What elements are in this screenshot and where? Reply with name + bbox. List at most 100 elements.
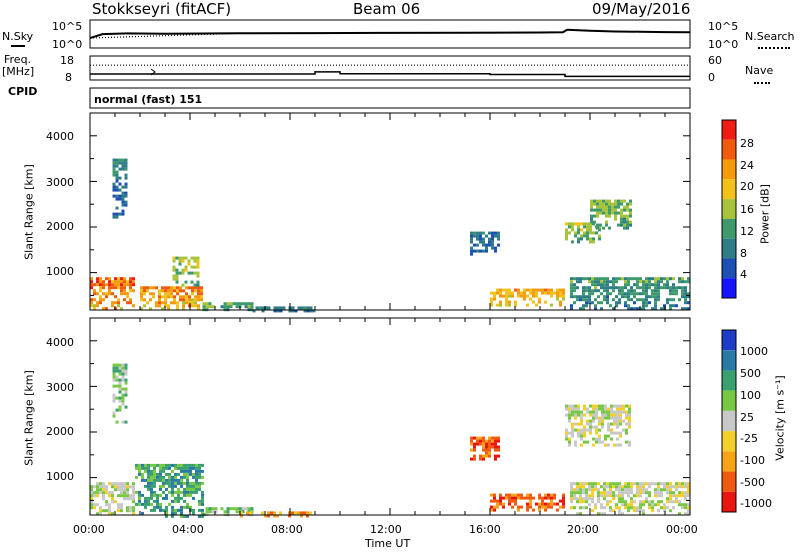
power-cell-cell — [629, 223, 632, 227]
power-cell-cell — [200, 292, 203, 296]
velocity-cell-cell — [273, 511, 276, 515]
velocity-cell-cell — [607, 434, 610, 438]
power-cell-cell — [675, 286, 678, 290]
power-cell-cell — [573, 286, 576, 290]
power-cell-cell — [124, 176, 128, 180]
power-cell-cell — [158, 304, 161, 308]
velocity-cell-cell — [132, 500, 135, 504]
velocity-cell-cell — [526, 496, 529, 500]
velocity-cell-cell — [192, 487, 195, 491]
power-cell-cell — [161, 307, 164, 311]
power-cell-cell — [624, 304, 627, 308]
velocity-cell-cell — [168, 490, 171, 494]
power-cell-cell — [96, 304, 99, 308]
velocity-cell-cell — [180, 478, 183, 482]
power-colorbar-frame — [721, 119, 737, 299]
velocity-cell-cell — [144, 496, 147, 500]
power-cell-cell — [115, 188, 119, 192]
power-cell-cell — [614, 202, 617, 206]
power-cell-cell — [568, 225, 571, 229]
power-cell-cell — [532, 291, 535, 295]
power-cell-cell — [118, 197, 122, 201]
velocity-cell-cell — [189, 487, 192, 491]
power-cell-cell — [586, 228, 589, 232]
velocity-cell-cell — [111, 491, 114, 495]
power-cell-cell — [623, 214, 626, 218]
power-cell-cell — [609, 286, 612, 290]
velocity-cell-cell — [497, 454, 500, 458]
velocity-cell-cell — [585, 500, 588, 504]
velocity-cell-cell — [121, 363, 125, 367]
freq-label: Freq. — [4, 53, 32, 66]
velocity-cell-cell — [153, 508, 156, 512]
power-cell-cell — [571, 228, 574, 232]
velocity-cell-cell — [488, 454, 491, 458]
power-cell-cell — [594, 286, 597, 290]
velocity-cell-cell — [645, 497, 648, 501]
velocity-cell-cell — [628, 407, 631, 411]
velocity-cell-cell — [571, 410, 574, 414]
velocity-cell-cell — [576, 491, 579, 495]
velocity-cell-cell — [159, 508, 162, 512]
velocity-cell-cell — [144, 466, 147, 470]
velocity-cell-cell — [174, 466, 177, 470]
velocity-cell-cell — [616, 413, 619, 417]
power-cell-cell — [118, 212, 122, 216]
power-cell-cell — [570, 289, 573, 293]
velocity-cell-cell — [562, 496, 565, 500]
power-cell-cell — [529, 288, 532, 292]
velocity-cell-cell — [90, 488, 93, 492]
power-cell-cell — [588, 301, 591, 305]
velocity-cell-cell — [156, 496, 159, 500]
velocity-cell-cell — [235, 507, 239, 511]
velocity-cell-cell — [470, 439, 473, 443]
velocity-cell-cell — [547, 502, 550, 506]
power-cell-cell — [184, 280, 188, 284]
velocity-cell-cell — [511, 499, 514, 503]
power-cell-cell — [626, 208, 629, 212]
velocity-cell-cell — [586, 422, 589, 426]
velocity-cell-cell — [183, 472, 186, 476]
power-cell-cell — [176, 286, 179, 290]
power-cell-cell — [687, 301, 690, 305]
velocity-cell-cell — [574, 440, 577, 444]
power-cell-cell — [594, 298, 597, 302]
velocity-cell-cell — [517, 508, 520, 512]
velocity-cell-cell — [496, 505, 499, 509]
velocity-cell-cell — [559, 499, 562, 503]
power-cell-cell — [550, 294, 553, 298]
velocity-cell-cell — [544, 505, 547, 509]
power-cell-cell — [508, 294, 511, 298]
velocity-cell-cell — [112, 396, 116, 400]
velocity-cell-cell — [123, 491, 126, 495]
power-cell-cell — [252, 309, 256, 313]
velocity-cell-cell — [669, 509, 672, 513]
power-cell-cell — [123, 283, 126, 287]
velocity-cell-cell — [150, 475, 153, 479]
velocity-cell-cell — [624, 485, 627, 489]
power-cell-cell — [651, 277, 654, 281]
vel-ytick-3000: 3000 — [46, 381, 74, 394]
power-cell-cell — [582, 286, 585, 290]
power-cell-cell — [115, 212, 119, 216]
velocity-cell-cell — [588, 503, 591, 507]
power-cell-cell — [90, 280, 93, 284]
power-cell-cell — [514, 288, 517, 292]
velocity-cell-cell — [186, 472, 189, 476]
velocity-cell-cell — [186, 481, 189, 485]
velocity-cell-cell — [114, 500, 117, 504]
velocity-cell-cell — [214, 510, 218, 514]
power-cell-cell — [99, 286, 102, 290]
velocity-cell-cell — [198, 487, 201, 491]
vel-cb-minus25: -25 — [740, 432, 758, 445]
power-cell-cell — [618, 292, 621, 296]
velocity-cell-cell — [102, 494, 105, 498]
velocity-cell-cell — [621, 500, 624, 504]
power-cell-cell — [627, 289, 630, 293]
nave-label: Nave — [745, 64, 774, 77]
velocity-cell-cell — [568, 410, 571, 414]
velocity-cell-cell — [171, 475, 174, 479]
power-cell-cell — [624, 292, 627, 296]
velocity-cell-cell — [165, 481, 168, 485]
power-cell-cell — [124, 158, 128, 162]
